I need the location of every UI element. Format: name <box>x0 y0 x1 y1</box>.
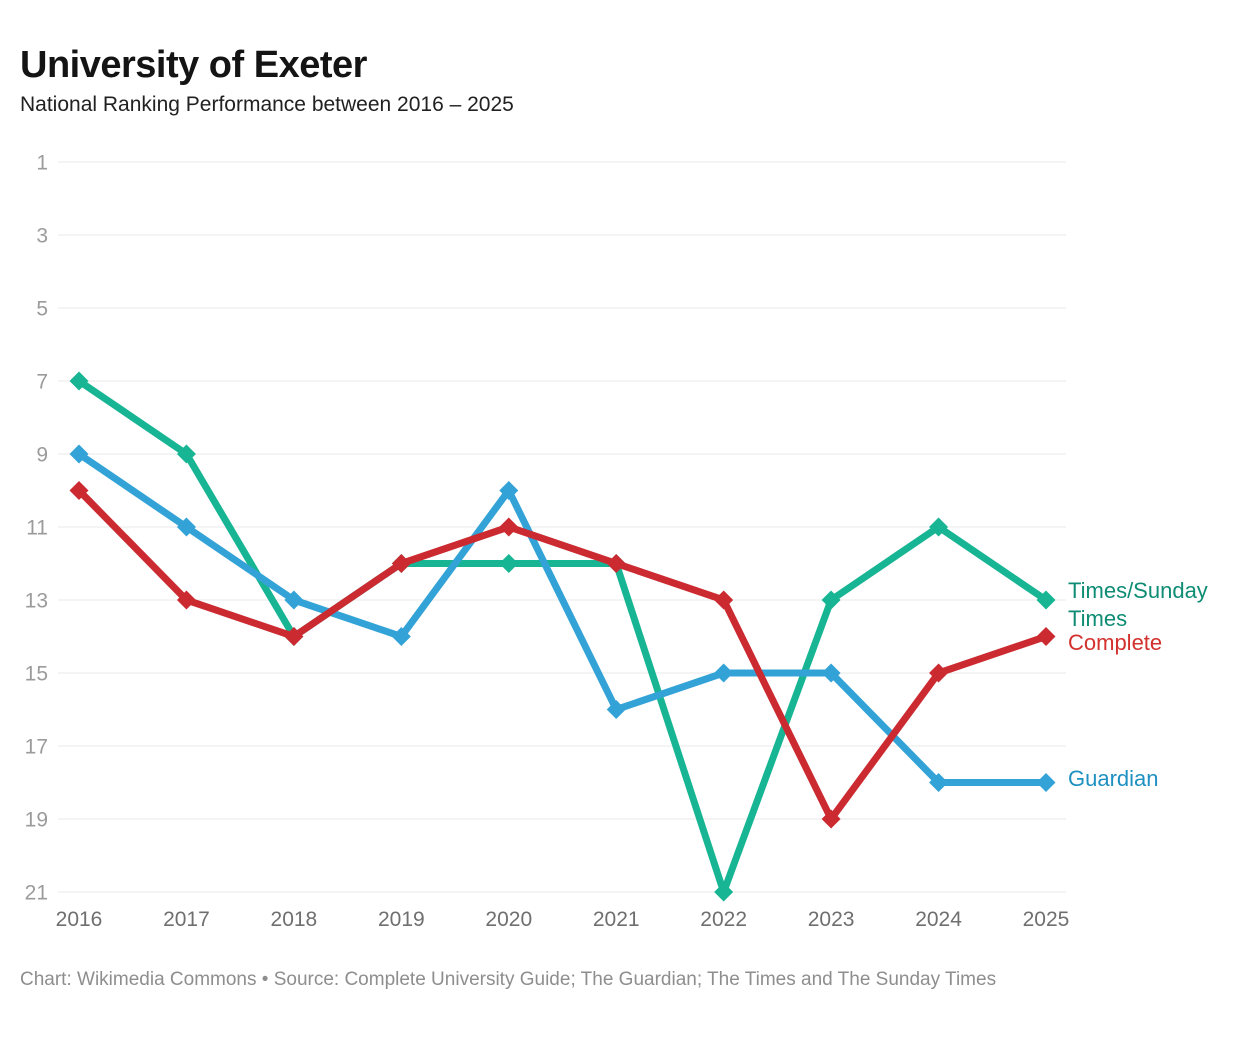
data-point-marker-guardian <box>1036 773 1056 792</box>
page-title: University of Exeter <box>20 44 367 87</box>
data-point-marker-guardian <box>284 590 304 610</box>
data-point-marker-guardian <box>69 444 89 464</box>
x-tick-label: 2018 <box>271 908 318 931</box>
page-subtitle: National Ranking Performance between 201… <box>20 93 514 116</box>
x-tick-label: 2021 <box>593 908 640 931</box>
y-tick-label: 11 <box>26 517 48 540</box>
y-tick-label: 7 <box>36 371 48 394</box>
data-point-marker-times-sunday-times <box>69 371 89 391</box>
legend-times-sunday-times: Times/Sunday Times <box>1068 577 1208 633</box>
data-point-marker-complete <box>176 590 196 610</box>
y-tick-label: 13 <box>25 590 48 613</box>
data-point-marker-complete <box>69 481 89 500</box>
data-point-marker-times-sunday-times <box>1036 590 1056 610</box>
data-point-marker-guardian <box>499 481 519 500</box>
x-tick-label: 2025 <box>1023 908 1070 931</box>
data-point-marker-complete <box>821 809 841 829</box>
series-line-times-sunday-times <box>75 377 1050 896</box>
data-point-marker-guardian <box>176 517 196 537</box>
data-point-marker-complete <box>391 554 411 573</box>
y-tick-label: 1 <box>36 152 48 175</box>
x-tick-label: 2016 <box>56 908 103 931</box>
x-tick-label: 2020 <box>485 908 532 931</box>
data-point-marker-guardian <box>606 700 626 719</box>
series-line-guardian <box>75 450 1050 786</box>
y-tick-label: 21 <box>25 882 48 905</box>
data-point-marker-guardian <box>391 627 411 646</box>
y-tick-label: 3 <box>36 225 48 248</box>
data-point-marker-complete <box>499 517 519 537</box>
data-point-marker-times-sunday-times <box>714 882 734 902</box>
data-point-marker-guardian <box>821 663 841 683</box>
y-tick-label: 17 <box>25 736 48 759</box>
data-point-marker-times-sunday-times <box>929 517 949 537</box>
data-point-marker-complete <box>714 590 734 610</box>
y-tick-label: 15 <box>25 663 48 686</box>
y-tick-label: 5 <box>36 298 48 321</box>
data-point-marker-guardian <box>929 773 949 792</box>
y-tick-label: 9 <box>36 444 48 467</box>
x-tick-label: 2022 <box>700 908 747 931</box>
legend-guardian: Guardian <box>1068 766 1159 791</box>
data-point-marker-complete <box>284 627 304 646</box>
x-tick-label: 2024 <box>915 908 962 931</box>
data-point-marker-complete <box>929 663 949 683</box>
legend-times-line1: Times/Sunday <box>1068 578 1208 603</box>
data-point-marker-times-sunday-times <box>821 590 841 610</box>
legend-complete: Complete <box>1068 630 1163 655</box>
data-point-marker-times-sunday-times <box>499 554 519 573</box>
x-tick-label: 2019 <box>378 908 425 931</box>
data-point-marker-complete <box>1036 627 1056 646</box>
x-tick-label: 2017 <box>163 908 210 931</box>
footer-caption: Chart: Wikimedia Commons • Source: Compl… <box>20 969 997 990</box>
legend-times-line2: Times <box>1068 606 1128 631</box>
data-point-marker-complete <box>606 554 626 573</box>
x-tick-label: 2023 <box>808 908 855 931</box>
data-point-marker-guardian <box>714 663 734 683</box>
y-tick-label: 19 <box>25 809 48 832</box>
series-line-complete <box>75 487 1050 823</box>
data-point-marker-times-sunday-times <box>176 444 196 464</box>
